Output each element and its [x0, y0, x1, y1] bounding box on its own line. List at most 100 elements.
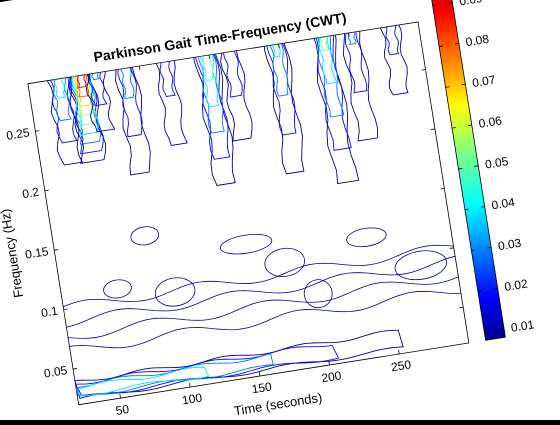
low-band-contour: [75, 352, 274, 396]
ridge-contour: [49, 69, 72, 122]
colorbar-tick-label: 0.07: [471, 73, 497, 91]
colorbar-tick-mark: [454, 43, 459, 45]
colorbar-tick-label: 0.03: [497, 236, 523, 254]
colorbar-tick-mark: [467, 124, 472, 127]
ridge-contour: [152, 52, 188, 146]
background-contour: [219, 233, 273, 255]
background-contour: [63, 244, 454, 308]
y-tick-mark: [63, 308, 68, 311]
background-contour: [154, 277, 196, 307]
ridge-contour: [268, 35, 289, 97]
x-tick-label: 50: [115, 402, 131, 418]
low-band-contour: [75, 366, 210, 397]
background-contour: [303, 279, 333, 309]
background-contour: [346, 227, 387, 248]
background-contour: [69, 291, 462, 349]
x-tick-mark: [347, 32, 350, 37]
y-tick-mark: [440, 187, 445, 190]
y-tick-label: 0.2: [21, 185, 40, 201]
x-tick-label: 200: [320, 368, 342, 385]
x-tick-mark: [119, 394, 121, 399]
ridge-contour: [379, 21, 409, 96]
y-tick-mark: [459, 306, 464, 309]
colorbar-tick-mark: [464, 208, 469, 211]
background-contour: [66, 255, 456, 328]
colorbar-tick-mark: [458, 167, 463, 170]
y-tick-label: 0.1: [40, 304, 59, 320]
background-contour: [394, 250, 448, 281]
x-tick-label: 150: [251, 379, 273, 396]
ridge-contour: [73, 66, 92, 108]
x-tick-mark: [258, 372, 261, 377]
ridge-contour: [220, 41, 253, 142]
x-tick-mark: [278, 43, 280, 49]
colorbar-tick-mark: [448, 2, 453, 4]
colorbar-tick-mark: [461, 83, 466, 86]
ridge-contour: [117, 58, 143, 138]
low-band-contour: [74, 329, 404, 399]
colorbar-tick-mark: [480, 206, 485, 208]
x-tick-mark: [398, 349, 400, 355]
colorbar-tick-mark: [484, 331, 489, 333]
y-ticks: 0.05 0.1 0.15 0.2 0.25: [5, 69, 464, 381]
y-tick-label: 0.15: [24, 244, 50, 262]
low-band-contour: [74, 344, 340, 396]
colorbar-tick-mark: [432, 4, 437, 7]
colorbar-ticks: 0.01 0.02 0.03 0.04 0.05 0.06 0.07 0.08 0.09: [432, 0, 536, 335]
x-tick-mark: [69, 77, 71, 82]
colorbar-gradient: [425, 0, 506, 341]
ridge-contour: [156, 52, 176, 98]
y-tick-mark: [44, 189, 49, 192]
y-tick-mark: [54, 249, 59, 251]
colorbar-tick-label: 0.04: [491, 195, 517, 213]
y-tick-mark: [449, 247, 454, 249]
colorbar-tick-mark: [451, 127, 457, 129]
x-tick-mark: [208, 54, 211, 60]
y-tick-label: 0.05: [43, 363, 69, 381]
colorbar-tick-label: 0.05: [484, 154, 510, 172]
ridge-contour: [383, 21, 400, 56]
x-tick-mark: [189, 383, 191, 388]
colorbar-tick-mark: [439, 45, 444, 47]
y-tick-mark: [421, 69, 426, 71]
colorbar-tick-label: 0.06: [478, 113, 504, 131]
y-tick-mark: [430, 128, 436, 130]
ridge-contour: [74, 66, 90, 98]
ridge-contour: [119, 59, 135, 100]
background-contour: [68, 276, 459, 339]
colorbar-tick-mark: [471, 249, 476, 251]
colorbar-tick-mark: [474, 165, 479, 167]
colorbar-tick-mark: [500, 328, 505, 331]
x-ticks: 50 100 150 200 250: [69, 32, 412, 418]
ridge-contour: [341, 22, 378, 142]
background-contour: [264, 247, 305, 277]
ridge-contour: [81, 63, 116, 133]
colorbar-tick-label: 0.01: [510, 317, 536, 335]
y-tick-label: 0.25: [5, 125, 31, 143]
contour-layer: [44, 21, 462, 399]
background-contour: [130, 226, 160, 246]
colorbar-tick-mark: [487, 247, 492, 249]
x-tick-mark: [328, 360, 330, 366]
y-tick-mark: [72, 368, 78, 370]
ridge-contour: [114, 58, 151, 176]
y-tick-mark: [35, 130, 40, 132]
colorbar-tick-mark: [445, 86, 450, 88]
x-tick-label: 250: [390, 357, 412, 374]
colorbar-tick-label: 0.02: [503, 276, 529, 294]
ridge-contour: [85, 63, 108, 107]
x-tick-label: 100: [181, 390, 203, 407]
ridge-contour: [316, 27, 337, 85]
colorbar-tick-label: 0.08: [465, 32, 491, 50]
background-contour: [103, 279, 132, 299]
colorbar-tick-mark: [493, 287, 498, 290]
colorbar-tick-mark: [477, 290, 482, 292]
colorbar: 0.01 0.02 0.03 0.04 0.05 0.06 0.07 0.08 0.09: [425, 0, 536, 341]
plot-area: 50 100 150 200 250 0.05 0.1 0.15 0.2 0.25: [5, 21, 470, 418]
ridge-contour: [223, 42, 243, 98]
ridge-contour: [344, 22, 368, 94]
colorbar-tick-label: 0.09: [458, 0, 484, 8]
